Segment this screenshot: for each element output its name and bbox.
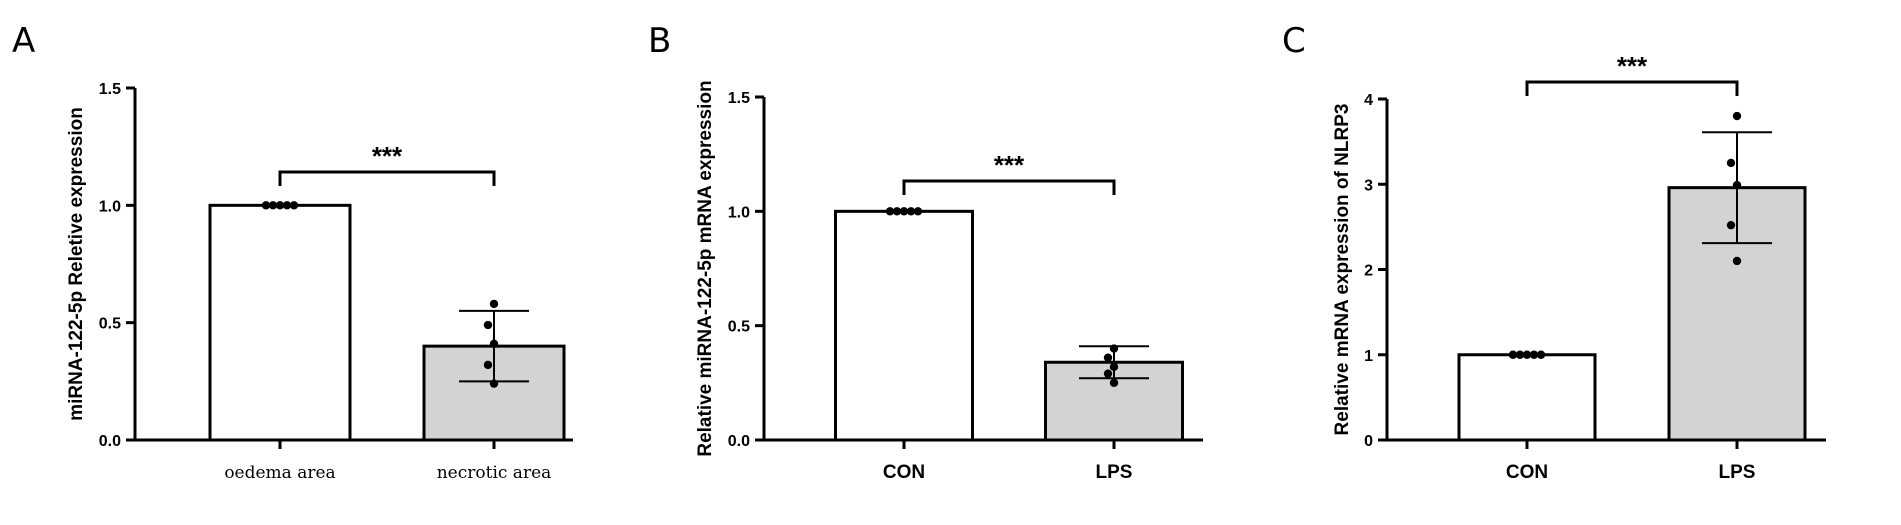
data-point (1515, 350, 1525, 359)
x-category-label: CON (883, 462, 925, 483)
data-point (906, 207, 916, 216)
data-point (1726, 158, 1736, 168)
y-axis-label: Relative mRNA expression of NLRP3 (1332, 104, 1353, 436)
bar (1457, 353, 1597, 442)
data-point (268, 201, 278, 210)
data-point (282, 201, 292, 210)
y-tick-label: 1.5 (99, 81, 121, 98)
panel-b: B 0.0 0.5 1.0 1.5 Relative miRNA-122-5p mRNA… (648, 21, 1203, 483)
y-tick-label: 1.0 (728, 204, 750, 221)
x-category-label: LPS (1096, 462, 1133, 483)
y-axis-label: miRNA-122-5p Reletive expression (66, 107, 87, 421)
bar (208, 203, 352, 442)
data-point (1536, 350, 1546, 359)
data-point (489, 339, 499, 348)
y-tick-label: 0.0 (728, 433, 750, 450)
panel-a: A 0.0 0.5 1.0 1.5 miRNA-122-5p Reletive expr… (12, 21, 573, 483)
significance-bracket (1525, 80, 1739, 96)
significance-label: *** (994, 150, 1025, 180)
y-tick-label: 0.5 (728, 319, 750, 336)
data-point (275, 201, 285, 210)
data-point (483, 360, 493, 370)
data-point (1732, 180, 1742, 190)
data-point (1522, 350, 1532, 359)
y-tick-label: 0.5 (99, 316, 121, 333)
significance-label: *** (372, 141, 403, 171)
bar (834, 209, 974, 442)
data-point (1726, 220, 1736, 230)
data-point (1109, 344, 1119, 353)
data-point (899, 207, 909, 216)
y-tick-label: 2 (1364, 263, 1373, 280)
y-tick-label: 0 (1364, 433, 1373, 450)
data-point (1103, 353, 1113, 362)
y-tick-label: 1.5 (728, 90, 750, 107)
significance-bracket (278, 170, 496, 186)
x-category-label: oedema area (224, 463, 335, 483)
data-point (261, 201, 271, 210)
data-point (1109, 378, 1119, 388)
data-point (1529, 350, 1539, 359)
data-point (489, 299, 499, 309)
panel-c: C 0 1 2 3 4 Relative mRNA expression of NLRP3… (1282, 21, 1826, 483)
y-tick-label: 1 (1364, 348, 1373, 365)
y-tick-label: 4 (1364, 92, 1373, 109)
data-point (892, 207, 902, 216)
data-point (1109, 362, 1119, 372)
y-tick-label: 3 (1364, 177, 1373, 194)
data-point (885, 207, 895, 216)
y-tick-label: 1.0 (99, 198, 121, 215)
x-category-label: LPS (1719, 462, 1756, 483)
panel-b-letter: B (648, 21, 671, 61)
data-point (1103, 369, 1113, 378)
data-point (913, 207, 923, 216)
data-point (489, 379, 499, 388)
significance-bracket (902, 179, 1116, 195)
data-point (1508, 350, 1518, 359)
data-point (483, 320, 493, 330)
data-point (289, 201, 299, 210)
significance-label: *** (1617, 51, 1648, 81)
panel-a-letter: A (12, 21, 35, 61)
x-category-label: necrotic area (437, 463, 552, 483)
y-tick-label: 0.0 (99, 433, 121, 450)
panel-c-letter: C (1282, 21, 1306, 61)
data-point (1732, 111, 1742, 121)
y-axis-label: Relative miRNA-122-5p mRNA expression (695, 80, 716, 456)
x-category-label: CON (1506, 462, 1548, 483)
data-point (1732, 256, 1742, 266)
